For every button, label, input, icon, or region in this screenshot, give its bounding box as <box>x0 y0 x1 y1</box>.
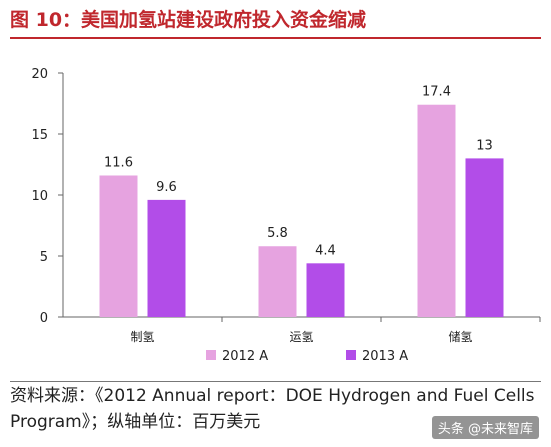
y-tick-label: 5 <box>40 250 48 265</box>
legend: 2012 A 2013 A <box>206 349 408 364</box>
bar-2013 <box>465 158 504 317</box>
bar-2012 <box>258 246 297 317</box>
y-tick-label: 10 <box>31 189 48 204</box>
legend-label: 2012 A <box>222 349 268 364</box>
y-axis: 0 5 10 15 20 <box>31 67 64 326</box>
title-rule <box>10 37 541 39</box>
bar-value-label: 17.4 <box>422 85 451 100</box>
bar-value-label: 5.8 <box>267 226 288 241</box>
bars <box>99 104 504 317</box>
bar-chart: 0 5 10 15 20 制氢 运氢 储氢 11.6 9.6 5.8 4.4 17.4 13 2012… <box>31 67 541 364</box>
bar-value-label: 9.6 <box>156 180 177 195</box>
bar-2013 <box>306 263 345 317</box>
source-rule <box>10 381 541 382</box>
y-tick-label: 0 <box>40 311 48 326</box>
watermark: 头条 @未来智库 <box>431 416 539 439</box>
y-tick-label: 20 <box>31 67 48 82</box>
figure-title: 图 10：美国加氢站建设政府投入资金缩减 <box>10 9 367 31</box>
x-axis: 制氢 运氢 储氢 <box>63 316 541 344</box>
bar-2013 <box>147 199 186 317</box>
bar-2012 <box>417 104 456 317</box>
x-category-label: 储氢 <box>448 329 472 344</box>
legend-label: 2013 A <box>362 349 408 364</box>
x-category-label: 制氢 <box>130 329 154 344</box>
value-labels: 11.6 9.6 5.8 4.4 17.4 13 <box>104 85 493 259</box>
legend-swatch-2012 <box>206 350 216 360</box>
bar-value-label: 13 <box>476 138 493 153</box>
bar-2012 <box>99 175 138 317</box>
legend-swatch-2013 <box>346 350 356 360</box>
source-note: 资料来源：《2012 Annual report：DOE Hydrogen an… <box>10 386 535 432</box>
x-category-label: 运氢 <box>289 329 313 344</box>
bar-value-label: 11.6 <box>104 155 133 170</box>
bar-value-label: 4.4 <box>315 243 336 258</box>
y-tick-label: 15 <box>31 128 48 143</box>
